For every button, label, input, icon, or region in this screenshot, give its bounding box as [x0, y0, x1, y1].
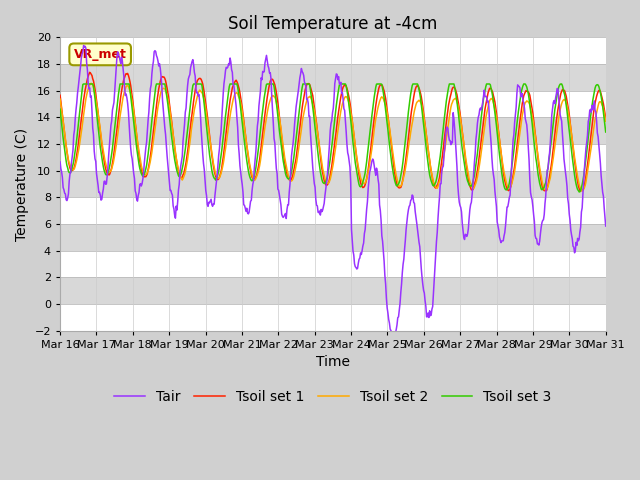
Tsoil set 1 — [123, 71, 131, 77]
Tsoil set 3 — [416, 91, 424, 96]
Tsoil set 3 — [123, 81, 131, 87]
Tsoil set 2 — [400, 173, 408, 179]
Tsoil set 2 — [416, 98, 424, 104]
Bar — [60, 91, 605, 117]
Tair — [56, 159, 64, 165]
Tair — [179, 154, 186, 159]
Tair — [207, 196, 215, 202]
Bar — [60, 64, 605, 91]
Tsoil set 1 — [56, 92, 64, 98]
Tsoil set 1 — [602, 116, 609, 121]
Tsoil set 1 — [416, 88, 424, 94]
Bar — [60, 144, 605, 171]
Tair — [417, 255, 424, 261]
Tsoil set 2 — [207, 145, 215, 151]
Tsoil set 1 — [66, 165, 74, 171]
Tsoil set 2 — [602, 119, 609, 124]
Bar — [60, 251, 605, 277]
Bar — [60, 197, 605, 224]
Tair — [401, 246, 408, 252]
Tsoil set 1 — [179, 174, 186, 180]
Tair — [123, 95, 131, 101]
Tsoil set 2 — [123, 83, 131, 89]
Tair — [80, 43, 88, 48]
Tsoil set 1 — [505, 188, 513, 193]
Tsoil set 1 — [86, 70, 93, 75]
Tsoil set 3 — [207, 163, 215, 168]
Bar — [60, 171, 605, 197]
Tsoil set 2 — [87, 81, 95, 86]
Text: VR_met: VR_met — [74, 48, 127, 61]
Tsoil set 3 — [179, 166, 186, 171]
Tsoil set 3 — [602, 129, 609, 135]
Tsoil set 3 — [56, 106, 64, 112]
X-axis label: Time: Time — [316, 355, 350, 369]
Line: Tair: Tair — [60, 46, 605, 339]
Tsoil set 3 — [66, 170, 74, 176]
Tsoil set 3 — [575, 189, 583, 195]
Y-axis label: Temperature (C): Temperature (C) — [15, 127, 29, 240]
Legend: Tair, Tsoil set 1, Tsoil set 2, Tsoil set 3: Tair, Tsoil set 1, Tsoil set 2, Tsoil se… — [108, 384, 557, 409]
Tsoil set 3 — [400, 151, 408, 157]
Tsoil set 2 — [56, 96, 64, 102]
Line: Tsoil set 1: Tsoil set 1 — [60, 72, 605, 191]
Tsoil set 2 — [579, 188, 586, 193]
Tair — [602, 223, 609, 229]
Tsoil set 1 — [207, 146, 215, 152]
Tair — [391, 336, 399, 342]
Line: Tsoil set 3: Tsoil set 3 — [60, 84, 605, 192]
Tsoil set 2 — [179, 177, 186, 183]
Tair — [66, 171, 74, 177]
Bar — [60, 277, 605, 304]
Tsoil set 3 — [80, 81, 88, 87]
Bar — [60, 224, 605, 251]
Tsoil set 1 — [400, 171, 408, 177]
Tsoil set 2 — [66, 162, 74, 168]
Line: Tsoil set 2: Tsoil set 2 — [60, 84, 605, 191]
Bar — [60, 304, 605, 331]
Title: Soil Temperature at -4cm: Soil Temperature at -4cm — [228, 15, 438, 33]
Bar — [60, 117, 605, 144]
Bar — [60, 37, 605, 64]
